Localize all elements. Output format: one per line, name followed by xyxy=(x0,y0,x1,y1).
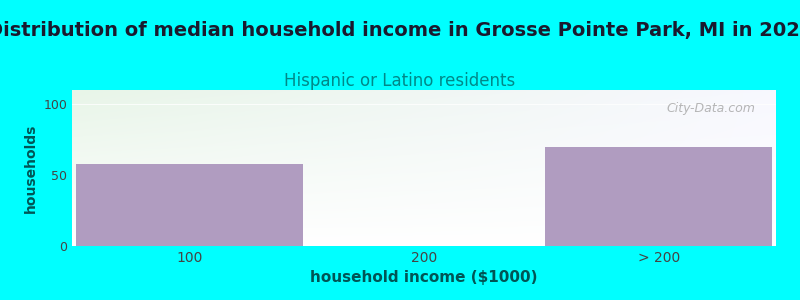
Y-axis label: households: households xyxy=(24,123,38,213)
X-axis label: household income ($1000): household income ($1000) xyxy=(310,270,538,285)
Bar xyxy=(545,147,773,246)
Text: City-Data.com: City-Data.com xyxy=(666,103,755,116)
Text: Hispanic or Latino residents: Hispanic or Latino residents xyxy=(284,72,516,90)
Text: Distribution of median household income in Grosse Pointe Park, MI in 2022: Distribution of median household income … xyxy=(0,21,800,40)
Bar xyxy=(75,164,303,246)
